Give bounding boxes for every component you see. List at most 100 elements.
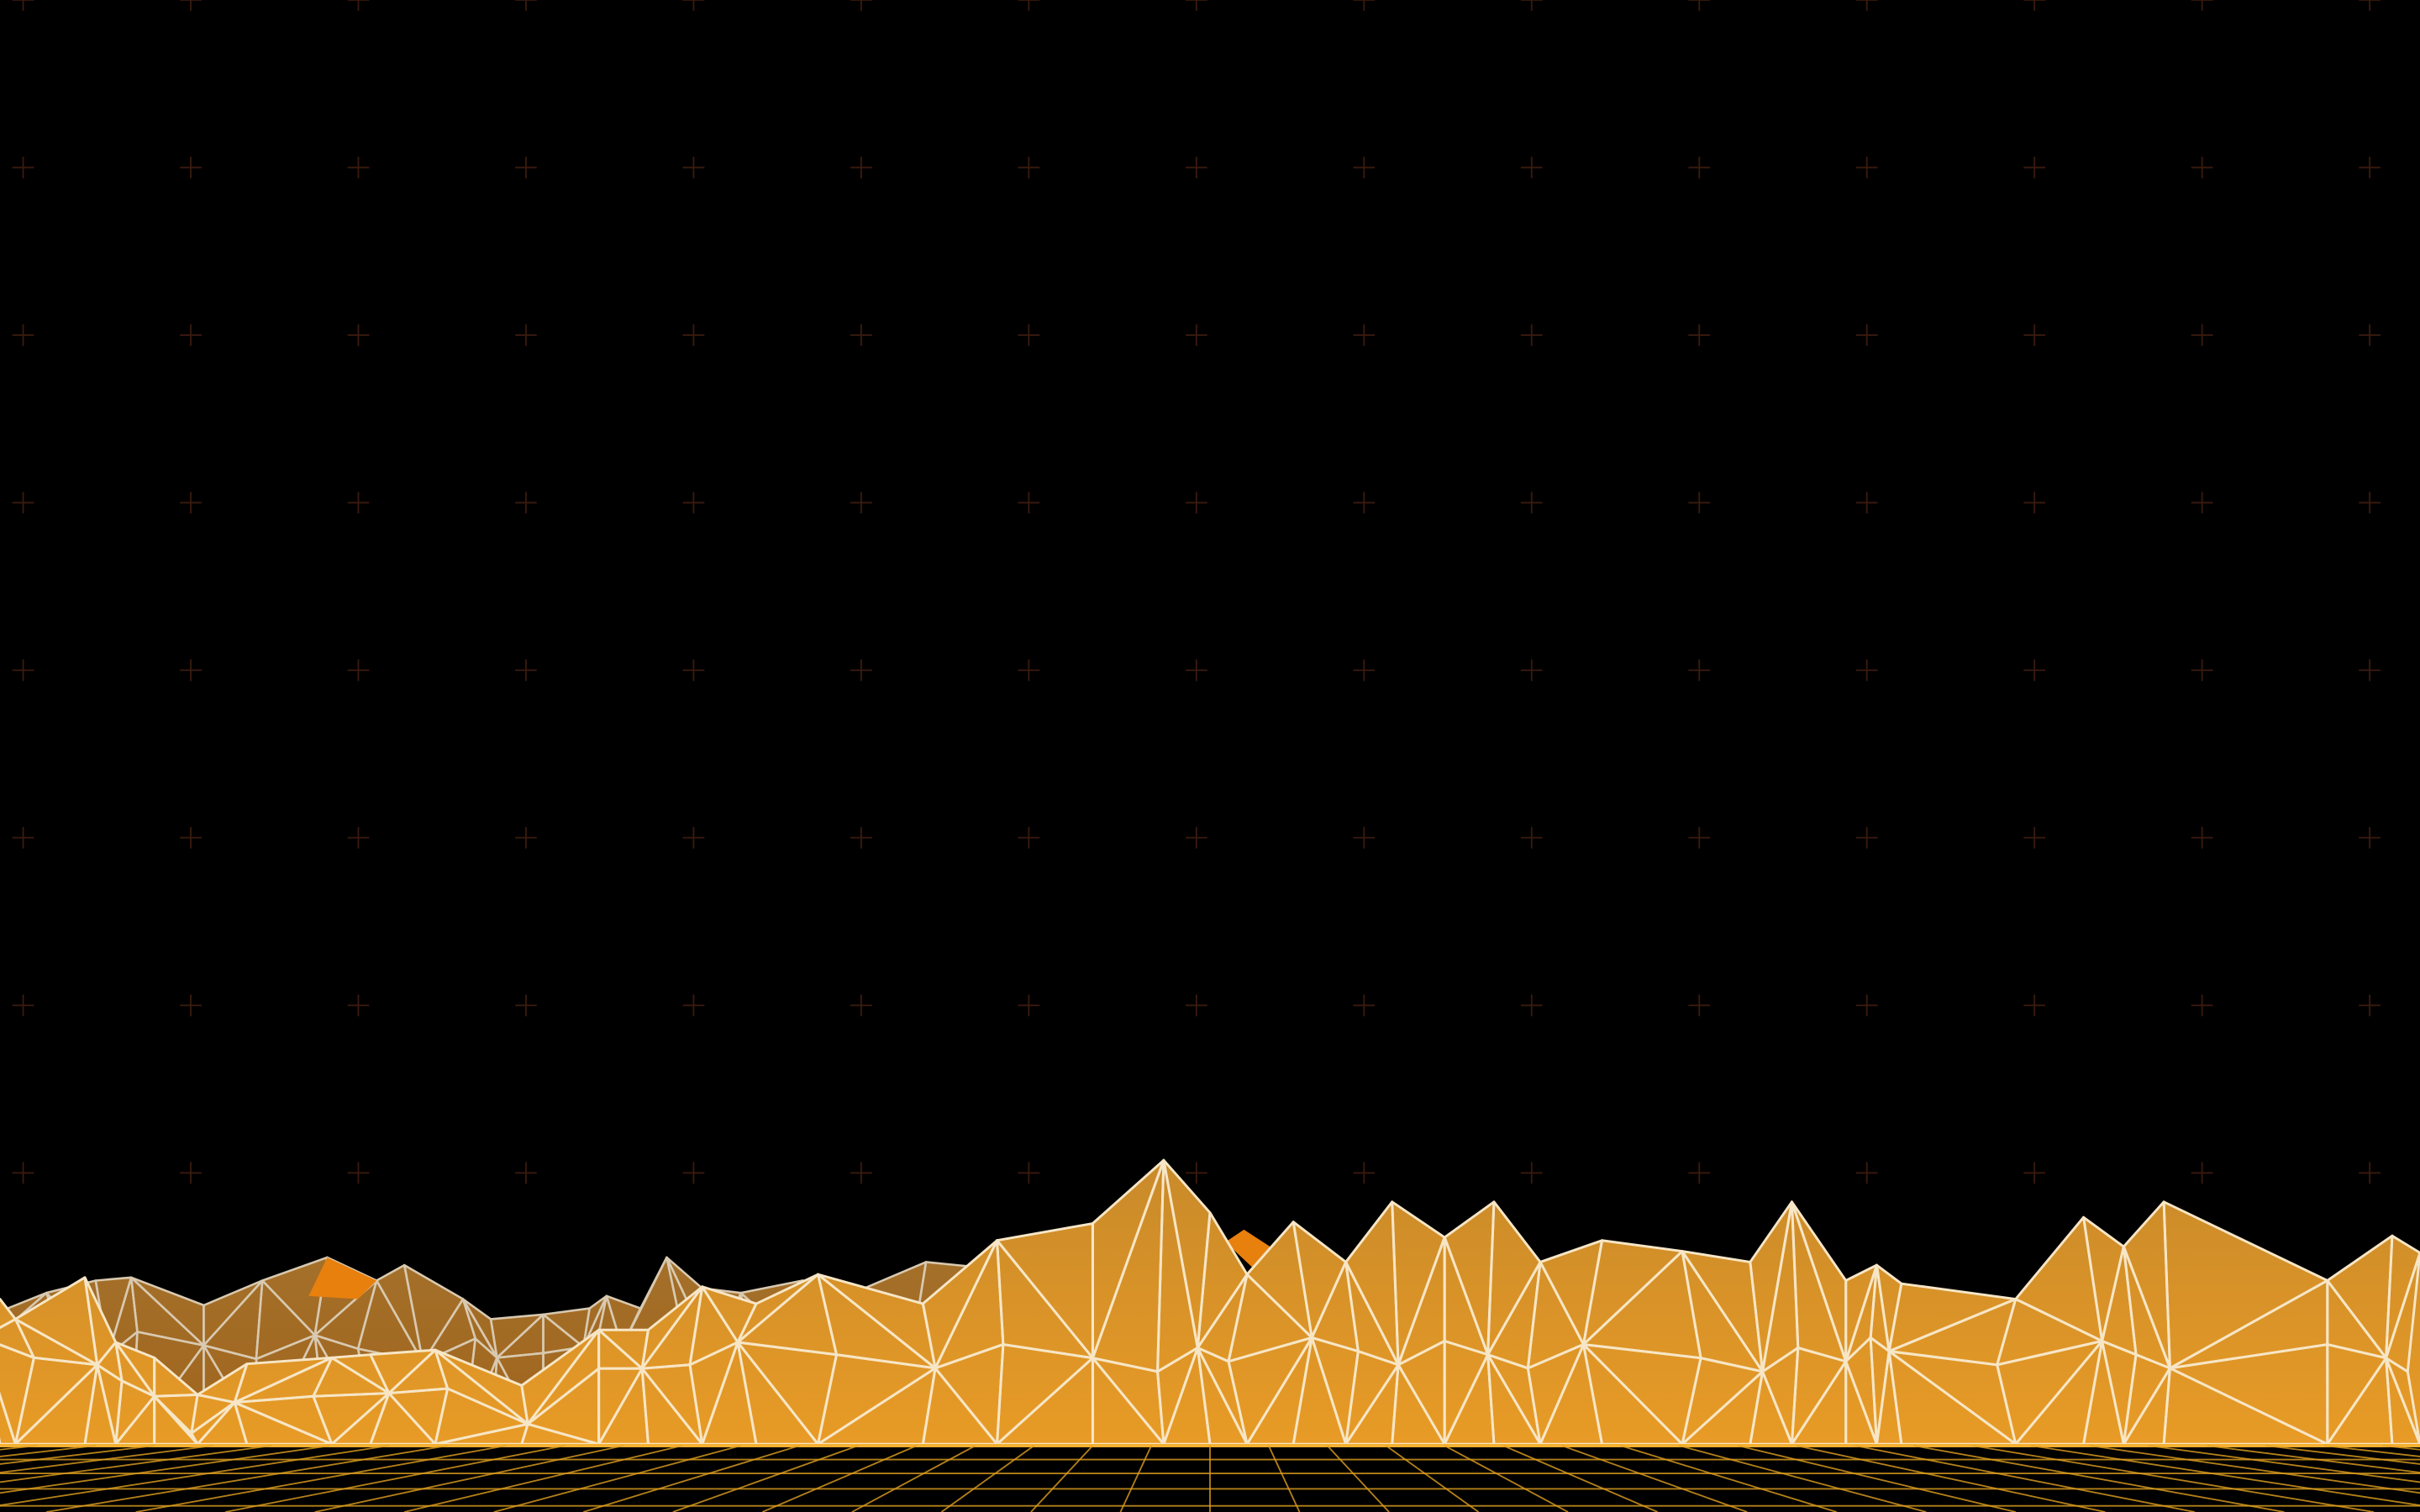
crosshair-mark	[1688, 994, 1711, 1016]
floor-line-radial	[493, 1445, 741, 1512]
floor-line-radial	[314, 1445, 624, 1512]
crosshair-mark	[1018, 994, 1040, 1016]
crosshair-mark	[515, 827, 537, 849]
crosshair-mark	[1520, 0, 1543, 11]
floor-line-radial	[1796, 1445, 2106, 1512]
crosshair-mark	[2359, 1162, 2381, 1184]
crosshair-mark	[1185, 491, 1207, 514]
crosshair-mark	[180, 994, 202, 1016]
crosshair-mark	[515, 156, 537, 179]
crosshair-mark	[515, 491, 537, 514]
crosshair-mark	[1185, 0, 1207, 11]
crosshair-mark	[682, 491, 705, 514]
floor-line-radial	[1502, 1445, 1659, 1512]
crosshair-mark	[1353, 1162, 1376, 1184]
crosshair-mark	[1520, 827, 1543, 849]
floor-line-radial	[1267, 1445, 1301, 1512]
crosshair-mark	[1520, 491, 1543, 514]
crosshair-mark	[1018, 491, 1040, 514]
floor-line-radial	[0, 1445, 155, 1465]
floor-line-radial	[45, 1445, 448, 1512]
crosshair-mark	[2191, 1162, 2213, 1184]
crosshair-mark	[1185, 156, 1207, 179]
crosshair-mark	[347, 1162, 370, 1184]
crosshair-mark	[347, 994, 370, 1016]
crosshair-mark	[1018, 827, 1040, 849]
floor-line-radial	[583, 1445, 800, 1512]
crosshair-mark	[850, 1162, 872, 1184]
crosshair-mark	[515, 1162, 537, 1184]
crosshair-mark	[1353, 827, 1376, 849]
crosshair-mark	[1855, 1162, 1878, 1184]
crosshair-mark	[1185, 827, 1207, 849]
crosshair-mark	[515, 659, 537, 681]
crosshair-mark	[1185, 994, 1207, 1016]
crosshair-mark	[2191, 491, 2213, 514]
crosshair-mark	[1855, 324, 1878, 346]
crosshair-mark	[1520, 659, 1543, 681]
crosshair-mark	[1185, 1162, 1207, 1184]
floor-line-radial	[1620, 1445, 1837, 1512]
crosshair-mark	[2023, 827, 2046, 849]
crosshair-mark	[180, 491, 202, 514]
crosshair-mark	[2023, 994, 2046, 1016]
floor-line-radial	[940, 1445, 1035, 1512]
crosshair-mark	[1520, 156, 1543, 179]
crosshair-mark	[180, 156, 202, 179]
front-mountain-range	[0, 1158, 2420, 1446]
crosshair-mark	[682, 659, 705, 681]
crosshair-mark	[850, 156, 872, 179]
floor-line-radial	[1326, 1445, 1390, 1512]
floor-line-radial	[672, 1445, 859, 1512]
crosshair-mark	[1018, 659, 1040, 681]
crosshair-mark	[1520, 324, 1543, 346]
crosshair-mark	[180, 0, 202, 11]
crosshair-mark	[1353, 659, 1376, 681]
floor-line-radial	[1854, 1445, 2196, 1512]
front-range-silhouette	[0, 1160, 2420, 1445]
crosshair-mark	[1018, 0, 1040, 11]
crosshair-mark	[180, 324, 202, 346]
crosshair-mark	[347, 324, 370, 346]
crosshair-mark	[850, 659, 872, 681]
crosshair-mark	[682, 156, 705, 179]
crosshair-mark	[180, 1162, 202, 1184]
crosshair-grid	[12, 0, 2381, 1184]
crosshair-mark	[12, 1162, 34, 1184]
floor-line-radial	[0, 1445, 331, 1494]
floor-line-radial	[0, 1445, 272, 1483]
crosshair-mark	[850, 0, 872, 11]
floor-line-radial	[1119, 1445, 1153, 1512]
floor-line-radial	[1737, 1445, 2016, 1512]
floor-line-radial	[851, 1445, 976, 1512]
floor-line-radial	[2031, 1445, 2420, 1507]
crosshair-mark	[1018, 1162, 1040, 1184]
crosshair-mark	[2359, 827, 2381, 849]
crosshair-mark	[2023, 156, 2046, 179]
crosshair-mark	[2191, 0, 2213, 11]
floor-line-radial	[1385, 1445, 1480, 1512]
crosshair-mark	[682, 324, 705, 346]
crosshair-mark	[1855, 0, 1878, 11]
crosshair-mark	[2191, 827, 2213, 849]
crosshair-mark	[347, 659, 370, 681]
crosshair-mark	[180, 827, 202, 849]
crosshair-mark	[2023, 324, 2046, 346]
crosshair-mark	[1185, 659, 1207, 681]
crosshair-mark	[347, 156, 370, 179]
crosshair-mark	[1855, 659, 1878, 681]
floor-line-radial	[761, 1445, 918, 1512]
crosshair-mark	[682, 1162, 705, 1184]
floor-line-radial	[0, 1445, 213, 1474]
floor-line-radial	[1679, 1445, 1927, 1512]
crosshair-mark	[682, 994, 705, 1016]
crosshair-mark	[1688, 156, 1711, 179]
floor-line-radial	[2207, 1445, 2420, 1474]
crosshair-mark	[12, 324, 34, 346]
crosshair-mark	[850, 324, 872, 346]
crosshair-mark	[2359, 659, 2381, 681]
floor-line-radial	[0, 1445, 389, 1507]
crosshair-mark	[1520, 1162, 1543, 1184]
crosshair-mark	[2191, 659, 2213, 681]
